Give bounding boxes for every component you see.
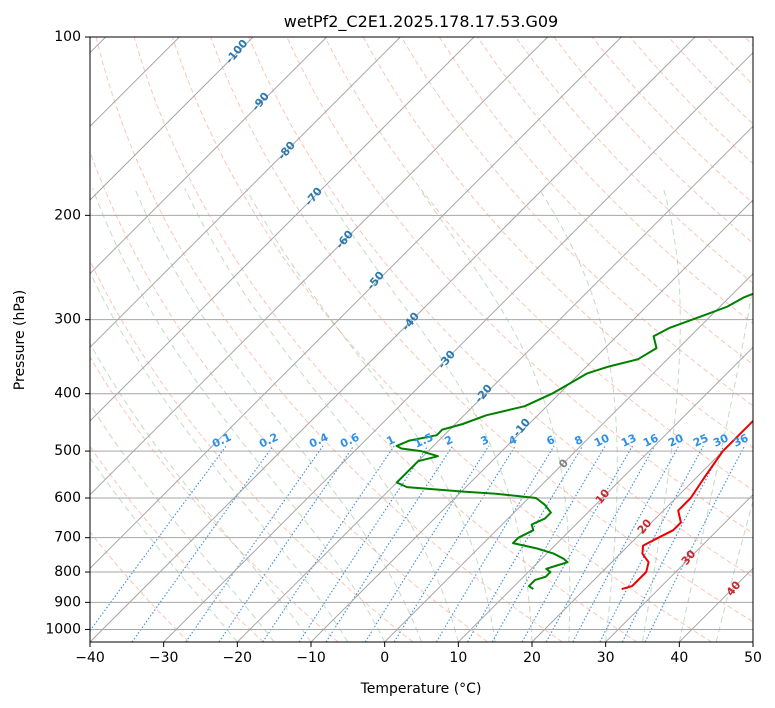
mixing-ratio-line [90,445,227,632]
mixing-ratio-line [572,445,680,642]
mixing-ratio-label: 13 [619,431,638,449]
isotherm [310,199,753,642]
y-tick-label: 600 [54,490,81,506]
mixing-ratio-line [545,445,656,642]
mixing-ratio-label: 10 [592,431,612,449]
y-tick-label: 400 [54,386,81,402]
x-tick-label: 50 [744,650,762,666]
x-tick-label: 0 [380,650,389,666]
x-tick-label: 30 [597,650,615,666]
moist-adiabat [134,188,422,642]
isotherm [605,493,753,642]
mixing-ratio-line [218,445,355,642]
mixing-ratio-line [185,445,324,642]
dry-adiabat [95,37,563,642]
mixing-ratio-label: 16 [641,431,661,449]
y-axis: 100 200 300 400 500 600 700 800 900 1000 [45,29,90,637]
mixing-ratio-line [131,445,274,642]
isotherm [90,37,622,570]
dry-adiabat [90,531,190,642]
dry-adiabat [90,356,339,642]
moist-adiabat [321,187,533,642]
dry-adiabat [438,37,753,366]
y-axis-label: Pressure (hPa) [12,290,28,390]
moist-adiabat [91,188,386,642]
isotherm [90,37,254,201]
mixing-ratio-line [364,445,490,642]
y-tick-label: 800 [54,564,81,580]
isotherm [90,37,475,422]
dry-adiabat [210,37,753,623]
moist-adiabat [715,499,753,642]
dry-adiabat [90,150,488,642]
x-tick-label: −40 [75,650,105,666]
x-tick-label: −20 [223,650,253,666]
y-tick-label: 300 [54,312,81,328]
moist-adiabat [642,188,681,642]
isotherm [531,420,753,642]
isotherm [90,37,696,642]
plot-frame [89,36,754,643]
mixing-ratio-line [467,445,584,642]
mixing-ratio-line [298,445,429,642]
plot-area: -100-90-80-70-60-50-40-30-20-10010203040… [90,37,753,642]
y-tick-label: 1000 [45,621,81,637]
moist-adiabat [538,187,618,642]
mixing-ratio-line [644,445,746,642]
isotherm [90,37,328,275]
x-tick-label: −10 [296,650,326,666]
y-tick-label: 900 [54,594,81,610]
dry-adiabat [400,37,753,407]
moist-adiabat [90,271,349,642]
x-axis: −40 −30 −20 −10 0 10 20 30 40 50 [75,642,762,666]
x-axis-label: Temperature (°C) [360,681,482,697]
dry-adiabat [90,445,264,642]
chart-title: wetPf2_C2E1.2025.178.17.53.G09 [284,12,558,32]
data-lines [395,292,753,591]
background-lines [90,37,753,642]
x-tick-label: 10 [449,650,467,666]
mixing-ratio-label: 20 [666,431,686,449]
dry-adiabat [248,37,753,578]
mixing-ratio-line [325,445,454,642]
x-tick-label: 20 [523,650,541,666]
isotherm [163,51,753,642]
moist-adiabat [245,187,496,642]
dry-adiabat [133,37,638,642]
isotherm [236,125,753,642]
moist-adiabat [184,187,459,642]
x-tick-label: −30 [149,650,179,666]
temperature-profile [621,419,753,591]
dewpoint-profile [395,292,753,590]
isotherm [384,272,753,642]
x-tick-label: 40 [670,650,688,666]
mixing-ratio-label: 25 [691,431,710,449]
mixing-ratio-line [262,445,395,642]
dry-adiabat [324,37,753,491]
y-tick-label: 200 [54,207,81,223]
mixing-ratio-label: 36 [731,431,751,449]
y-tick-label: 500 [54,443,81,459]
moist-adiabat [678,282,753,642]
y-tick-label: 700 [54,530,81,546]
dry-adiabat [171,37,712,642]
y-tick-label: 100 [54,29,81,45]
mixing-ratio-label: 30 [711,431,731,449]
isotherm [90,37,401,349]
mixing-ratio-line [491,445,606,642]
mixing-ratio-line [435,445,555,642]
isotherm [90,37,549,496]
dry-adiabat [515,37,753,284]
isotherm [457,346,753,642]
